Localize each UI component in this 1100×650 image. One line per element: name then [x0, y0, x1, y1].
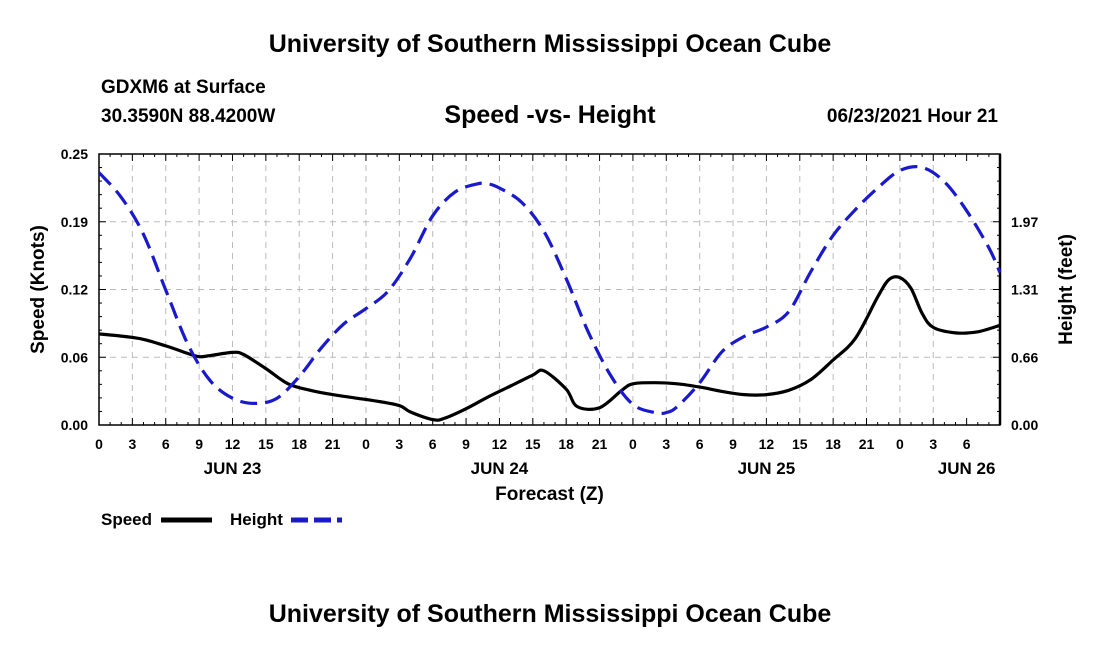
date-label: JUN 24	[471, 459, 529, 478]
coordinates-label: 30.3590N 88.4200W	[101, 106, 276, 127]
x-tick-label: 6	[162, 436, 170, 452]
x-tick-label: 15	[525, 436, 541, 452]
series-layer	[97, 165, 1002, 422]
x-tick-label: 21	[325, 436, 341, 452]
x-tick-label: 9	[462, 436, 470, 452]
x-tick-label: 3	[929, 436, 937, 452]
x-tick-label: 9	[729, 436, 737, 452]
x-tick-label: 6	[429, 436, 437, 452]
y-left-tick-label: 0.06	[61, 349, 88, 365]
x-tick-label: 18	[558, 436, 574, 452]
x-tick-label: 12	[492, 436, 508, 452]
legend: Speed Height	[101, 510, 342, 529]
y-right-tick-label: 1.97	[1011, 214, 1038, 230]
y-right-tick-label: 0.66	[1011, 349, 1038, 365]
x-tick-label: 6	[963, 436, 971, 452]
height-series-line	[97, 165, 1002, 416]
date-label: JUN 23	[204, 459, 262, 478]
x-tick-label: 12	[225, 436, 241, 452]
x-tick-label: 3	[662, 436, 670, 452]
x-tick-label: 3	[128, 436, 136, 452]
legend-speed-label: Speed	[101, 510, 152, 529]
x-tick-label: 0	[362, 436, 370, 452]
date-label: JUN 25	[738, 459, 796, 478]
y-right-tick-label: 1.31	[1011, 282, 1038, 298]
axes-layer	[98, 153, 1002, 426]
x-tick-label: 15	[258, 436, 274, 452]
x-tick-label: 0	[629, 436, 637, 452]
x-tick-label: 9	[195, 436, 203, 452]
legend-height-label: Height	[230, 510, 283, 529]
x-tick-label: 18	[825, 436, 841, 452]
x-tick-label: 15	[792, 436, 808, 452]
x-tick-label: 6	[696, 436, 704, 452]
y-left-tick-label: 0.19	[61, 214, 88, 230]
x-tick-label: 21	[859, 436, 875, 452]
x-tick-label: 3	[395, 436, 403, 452]
grid-layer	[99, 154, 1000, 425]
chart-subtitle: Speed -vs- Height	[444, 101, 656, 129]
y-left-tick-label: 0.25	[61, 146, 88, 162]
footer-title: University of Southern Mississippi Ocean…	[268, 600, 832, 628]
y-left-tick-label: 0.00	[61, 417, 88, 433]
x-tick-label: 21	[592, 436, 608, 452]
x-tick-label: 0	[896, 436, 904, 452]
chart-title: University of Southern Mississippi Ocean…	[268, 30, 832, 58]
date-label: JUN 26	[938, 459, 996, 478]
y-left-axis-title: Speed (Knots)	[28, 225, 49, 354]
x-tick-label: 0	[95, 436, 103, 452]
y-right-axis-title: Height (feet)	[1056, 234, 1077, 345]
x-tick-label: 12	[759, 436, 775, 452]
speed-series-line	[98, 275, 1001, 422]
x-axis-title: Forecast (Z)	[495, 484, 604, 505]
x-tick-label: 18	[291, 436, 307, 452]
datetime-label: 06/23/2021 Hour 21	[826, 106, 998, 127]
labels-layer: 0 3 6 9 12 15 18 21 0 3 6 9 12 15 18 21 0 3 6 9 12 15 18 21 0 3 6 0…	[28, 146, 1077, 505]
y-right-tick-label: 0.00	[1011, 417, 1038, 433]
y-left-tick-label: 0.12	[61, 282, 88, 298]
station-label: GDXM6 at Surface	[101, 77, 266, 98]
